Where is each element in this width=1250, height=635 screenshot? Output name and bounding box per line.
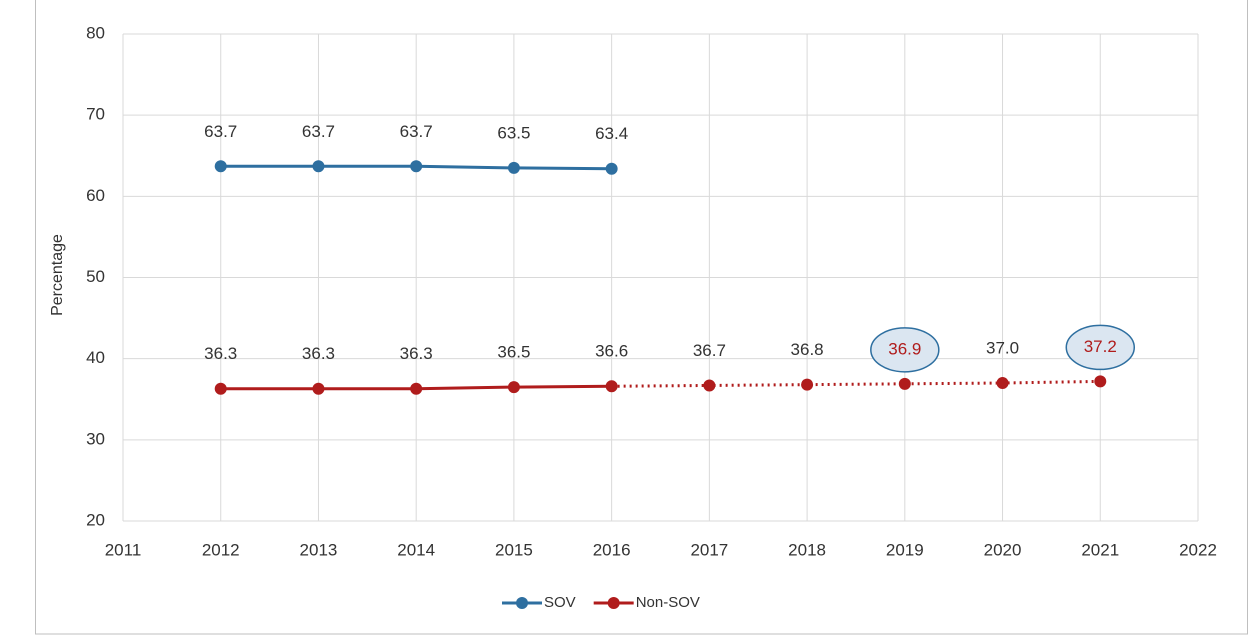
data-point xyxy=(703,379,716,392)
data-label: 36.6 xyxy=(595,342,628,361)
data-label: 63.4 xyxy=(595,124,628,143)
y-tick-label: 80 xyxy=(86,23,105,42)
data-label: 36.5 xyxy=(497,343,530,362)
data-point xyxy=(898,377,911,390)
data-label: 36.3 xyxy=(400,344,433,363)
x-tick-label: 2017 xyxy=(690,540,728,559)
x-tick-label: 2015 xyxy=(495,540,533,559)
y-tick-label: 50 xyxy=(86,267,105,286)
data-point xyxy=(996,377,1009,390)
chart-frame xyxy=(35,0,1248,635)
data-point xyxy=(507,381,520,394)
data-label: 63.5 xyxy=(497,123,530,142)
data-label: 63.7 xyxy=(302,122,335,141)
data-label: 36.3 xyxy=(204,344,237,363)
y-tick-label: 30 xyxy=(86,429,105,448)
data-point xyxy=(410,160,423,173)
data-point xyxy=(507,161,520,174)
legend-marker xyxy=(607,597,620,609)
y-tick-label: 70 xyxy=(86,105,105,124)
data-point xyxy=(214,382,227,395)
legend-item: Non-SOV xyxy=(593,594,700,611)
data-label: 36.3 xyxy=(302,344,335,363)
x-tick-label: 2020 xyxy=(984,540,1022,559)
x-tick-label: 2011 xyxy=(105,540,142,559)
data-label: 37.0 xyxy=(986,339,1019,358)
data-label: 63.7 xyxy=(204,122,237,141)
y-axis-label: Percentage xyxy=(49,234,66,316)
data-point xyxy=(605,380,618,393)
y-tick-label: 40 xyxy=(86,348,105,367)
data-point xyxy=(214,160,227,173)
data-label: 36.8 xyxy=(791,340,824,359)
legend-label: SOV xyxy=(544,594,576,611)
legend-label: Non-SOV xyxy=(636,594,700,611)
x-tick-label: 2013 xyxy=(300,540,338,559)
data-label: 36.7 xyxy=(693,341,726,360)
data-point xyxy=(801,378,814,391)
legend-item: SOV xyxy=(502,594,576,611)
x-tick-label: 2021 xyxy=(1081,540,1119,559)
x-tick-label: 2018 xyxy=(788,540,826,559)
x-tick-label: 2019 xyxy=(886,540,924,559)
x-tick-label: 2022 xyxy=(1179,540,1217,559)
y-tick-label: 20 xyxy=(86,510,105,529)
x-tick-label: 2012 xyxy=(202,540,240,559)
series-line-projected xyxy=(611,379,1101,388)
x-tick-label: 2016 xyxy=(593,540,631,559)
label-highlight xyxy=(870,327,940,373)
data-label: 36.9 xyxy=(888,339,921,358)
data-label: 37.2 xyxy=(1084,337,1117,356)
data-point xyxy=(312,382,325,395)
legend-marker xyxy=(516,597,528,609)
data-point xyxy=(312,160,325,173)
data-point xyxy=(1094,375,1107,388)
data-point xyxy=(410,382,423,395)
x-tick-label: 2014 xyxy=(397,540,435,559)
label-highlight xyxy=(1065,324,1136,371)
data-label: 63.7 xyxy=(400,122,433,141)
y-tick-label: 60 xyxy=(86,186,105,205)
data-point xyxy=(605,162,618,175)
